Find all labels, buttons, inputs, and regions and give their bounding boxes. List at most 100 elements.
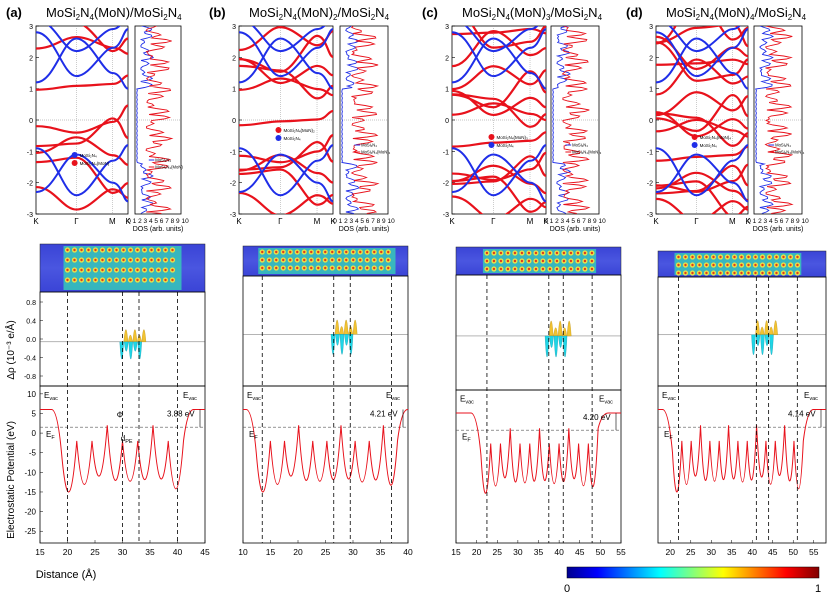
charge-density-core — [733, 271, 736, 275]
charge-density-core — [80, 248, 83, 252]
drho-frame — [242, 275, 409, 387]
charge-density-core — [761, 263, 764, 267]
charge-density-core — [115, 268, 118, 272]
charge-density-core — [698, 271, 701, 275]
dos-legend-text: MoSi₂N₄(MoN)₂ — [361, 150, 391, 155]
band-blue — [452, 144, 546, 197]
charge-density-core — [66, 248, 69, 252]
panel-title: MoSi2N4(MoN)2/MoSi2N4 — [249, 5, 390, 22]
charge-density-core — [733, 255, 736, 259]
charge-density-core — [338, 250, 341, 254]
charge-density-core — [733, 263, 736, 267]
kpath-label: K — [449, 217, 455, 226]
charge-density-core — [115, 278, 118, 282]
charge-density-core — [534, 267, 538, 271]
charge-density-core — [548, 267, 552, 271]
charge-density-core — [366, 250, 369, 254]
pot-xtick-label: 45 — [768, 547, 778, 557]
charge-density-core — [296, 258, 299, 262]
charge-density-core — [775, 255, 778, 259]
panel-label: (a) — [6, 5, 22, 20]
band-red — [656, 171, 748, 202]
charge-density-core — [129, 278, 132, 282]
charge-density-core — [373, 258, 376, 262]
band-legend-marker — [275, 135, 282, 141]
drho-depletion — [549, 335, 554, 348]
charge-density-core — [94, 278, 97, 282]
band-red — [36, 35, 128, 55]
phi-label: Φ — [117, 410, 123, 419]
kpath-label: K — [125, 217, 131, 226]
work-function-label: 4.21 eV — [370, 410, 398, 419]
charge-density-core — [576, 251, 580, 255]
charge-density-core — [768, 271, 771, 275]
charge-density-core — [492, 267, 496, 271]
charge-density-core — [101, 268, 104, 272]
drho-accumulation — [773, 320, 778, 335]
charge-density-core — [677, 271, 680, 275]
charge-density-core — [485, 251, 489, 255]
band-blue — [452, 37, 546, 90]
charge-density-core — [747, 271, 750, 275]
band-blue — [656, 153, 748, 203]
charge-density-core — [310, 266, 313, 270]
charge-density-core — [275, 266, 278, 270]
pot-xtick-label: 25 — [90, 547, 100, 557]
charge-density-core — [101, 248, 104, 252]
band-red — [36, 117, 128, 148]
distance-axis-label: Distance (Å) — [36, 568, 97, 581]
pot-xtick-label: 20 — [63, 547, 73, 557]
pot-xtick-label: 45 — [200, 547, 210, 557]
drho-accumulation — [334, 319, 340, 335]
band-blue — [656, 28, 748, 78]
band-red — [656, 26, 748, 45]
drho-tick-label: 0.0 — [26, 337, 36, 344]
band-ytick-label: 1 — [649, 87, 653, 94]
band-lines — [452, 26, 546, 214]
charge-density-core — [101, 258, 104, 262]
charge-density-core — [387, 258, 390, 262]
dos-blue — [341, 26, 361, 214]
drho-depletion — [348, 334, 354, 355]
charge-density-core — [520, 259, 524, 263]
pot-tick-label: -15 — [24, 488, 36, 497]
drho-depletion — [137, 341, 142, 360]
charge-density-core — [129, 268, 132, 272]
work-function-label: 3.88 eV — [167, 410, 195, 419]
band-red — [452, 175, 546, 213]
band-legend-text: MoSi₂N₄ — [80, 153, 97, 158]
charge-density-core — [506, 267, 510, 271]
dos-lines — [755, 26, 794, 214]
band-blue — [239, 37, 333, 90]
colorbar-min-label: 0 — [564, 583, 570, 595]
charge-density-core — [726, 263, 729, 267]
band-legend-text: MoSi₂N₄ — [283, 136, 300, 141]
band-blue — [668, 26, 741, 53]
charge-density-core — [143, 248, 146, 252]
pot-xtick-label: 45 — [575, 547, 585, 557]
charge-density-core — [345, 266, 348, 270]
charge-density-core — [373, 266, 376, 270]
charge-density-core — [331, 250, 334, 254]
charge-density-core — [527, 251, 531, 255]
band-red — [36, 156, 128, 194]
charge-density-core — [352, 258, 355, 262]
pot-xtick-label: 35 — [145, 547, 155, 557]
charge-density-core — [122, 278, 125, 282]
pot-xtick-label: 40 — [554, 547, 564, 557]
charge-density-core — [576, 259, 580, 263]
band-blue — [239, 28, 333, 78]
pot-axis-label: Electrostatic Potential (eV) — [6, 421, 17, 539]
charge-density-core — [796, 255, 799, 259]
band-legend-marker — [71, 160, 78, 166]
charge-density-core — [108, 248, 111, 252]
kpath-label: K — [745, 217, 751, 226]
charge-density-core — [261, 250, 264, 254]
kpath-label: M — [109, 217, 116, 226]
charge-density-core — [761, 255, 764, 259]
band-red — [239, 64, 333, 100]
drho-accumulation — [768, 326, 774, 335]
ef-label: EF — [249, 430, 258, 441]
charge-density-core — [789, 271, 792, 275]
